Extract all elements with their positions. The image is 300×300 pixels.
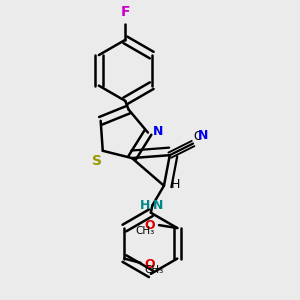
Text: O: O (144, 258, 155, 271)
Text: S: S (92, 154, 102, 168)
Text: N: N (198, 129, 208, 142)
Text: O: O (145, 219, 155, 232)
Text: F: F (121, 5, 130, 20)
Text: N: N (153, 199, 163, 212)
Text: C: C (193, 130, 201, 143)
Text: N: N (153, 124, 164, 138)
Text: H: H (171, 178, 181, 191)
Text: H: H (140, 199, 150, 212)
Text: CH₃: CH₃ (145, 265, 164, 275)
Text: CH₃: CH₃ (136, 226, 155, 236)
